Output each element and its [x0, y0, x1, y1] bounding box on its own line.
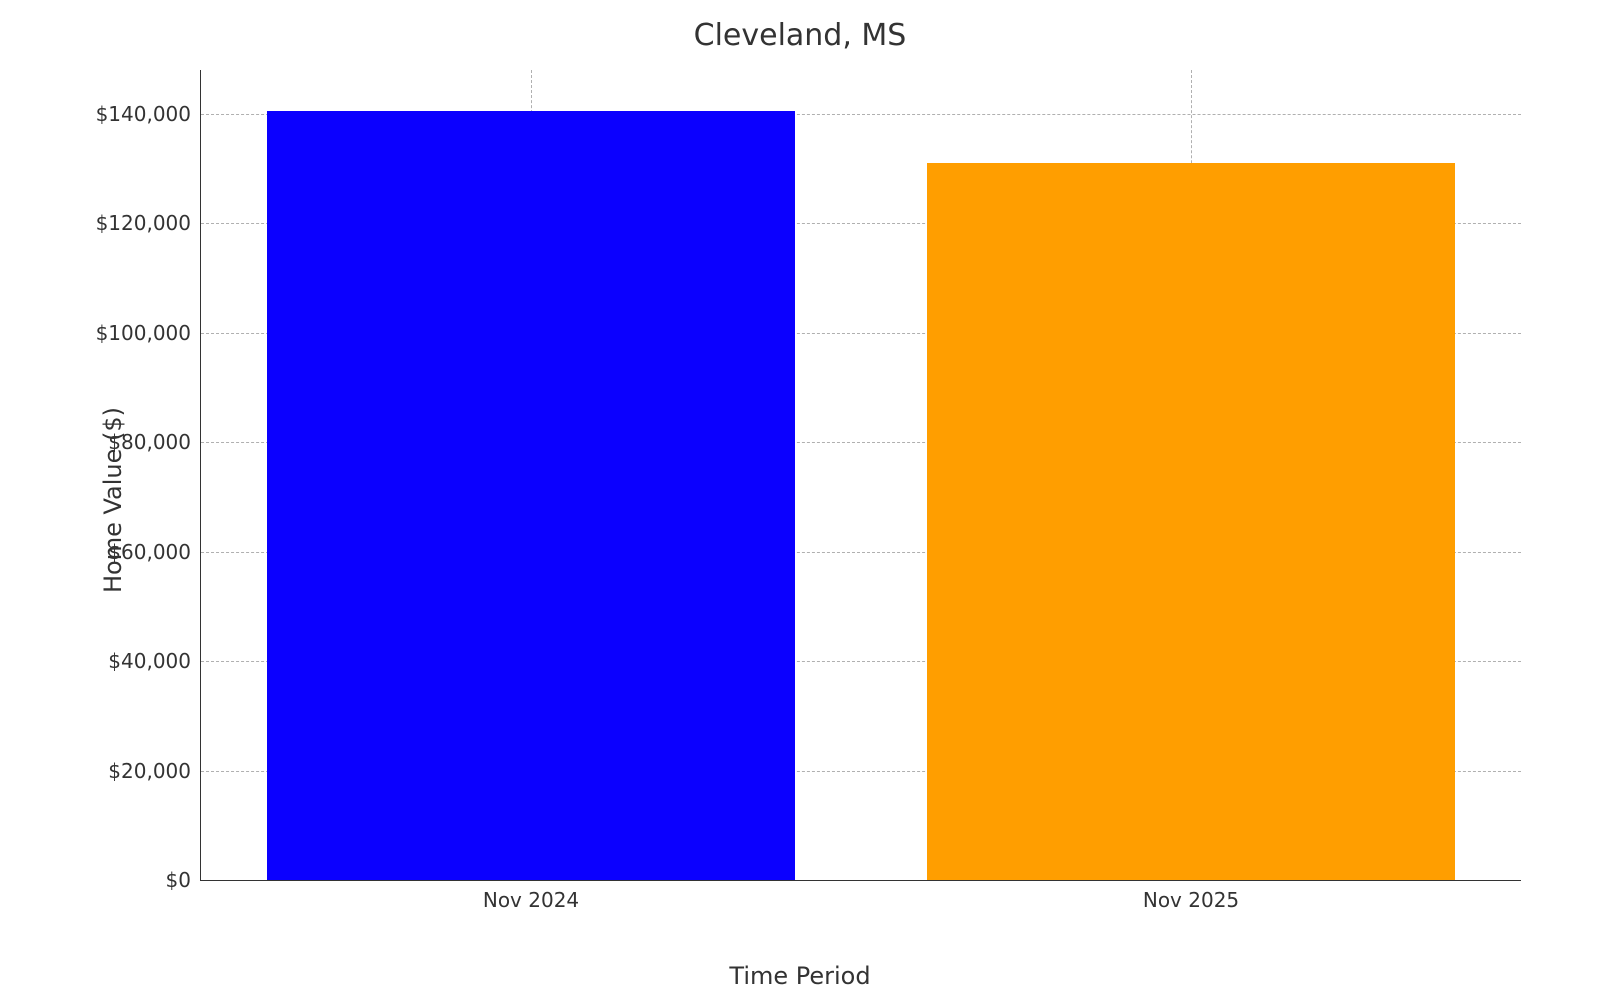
x-tick-label: Nov 2025	[1143, 888, 1239, 912]
y-tick-label: $40,000	[108, 649, 191, 673]
bar-nov-2025	[927, 163, 1455, 880]
y-tick-label: $120,000	[96, 211, 191, 235]
x-axis-label: Time Period	[0, 962, 1600, 990]
y-tick-label: $60,000	[108, 540, 191, 564]
y-tick-label: $20,000	[108, 759, 191, 783]
y-tick-label: $0	[166, 868, 191, 892]
y-tick-label: $100,000	[96, 321, 191, 345]
plot-area: $0$20,000$40,000$60,000$80,000$100,000$1…	[200, 70, 1521, 881]
chart-container: Cleveland, MS Home Value ($) Time Period…	[0, 0, 1600, 1000]
y-tick-label: $80,000	[108, 430, 191, 454]
bar-nov-2024	[267, 111, 795, 880]
chart-title: Cleveland, MS	[0, 18, 1600, 53]
y-tick-label: $140,000	[96, 102, 191, 126]
x-tick-label: Nov 2024	[483, 888, 579, 912]
